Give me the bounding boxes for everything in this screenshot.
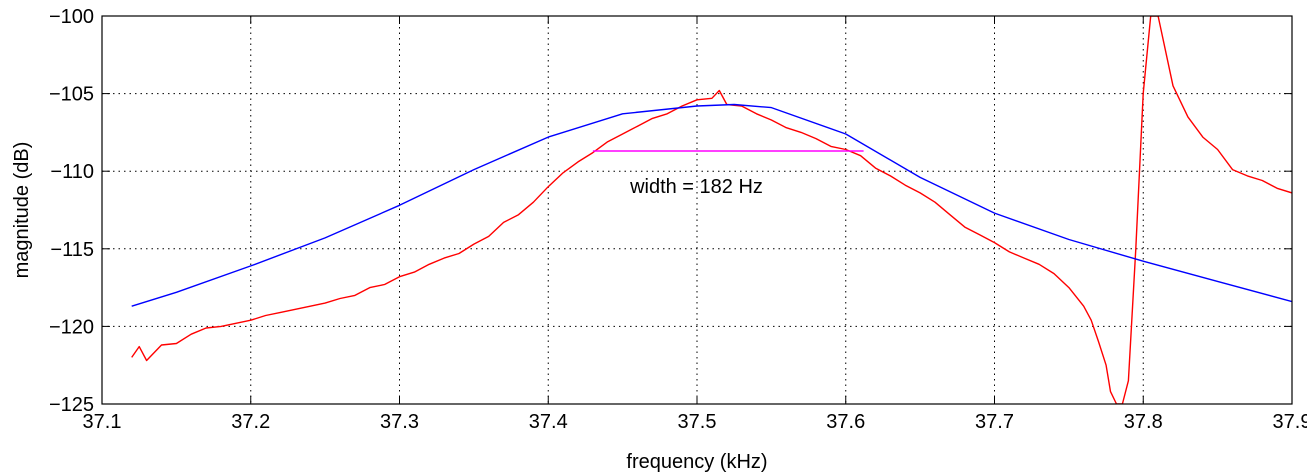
axis-ticks: 37.1 37.2 37.3 37.4 37.5 37.6 37.7 37.8 37.9 −125…	[49, 6, 1307, 433]
x-tick-label: 37.3	[380, 411, 419, 433]
x-tick-label: 37.9	[1273, 411, 1307, 433]
y-tick-label: −125	[49, 394, 94, 416]
x-axis-label: frequency (kHz)	[626, 451, 767, 473]
x-tick-label: 37.5	[678, 411, 717, 433]
y-tick-label: −120	[49, 316, 94, 338]
x-tick-label: 37.7	[975, 411, 1014, 433]
plot-frame	[101, 15, 1293, 405]
y-tick-label: −100	[49, 6, 94, 28]
x-tick-label: 37.2	[231, 411, 270, 433]
plot-series	[131, 16, 1292, 404]
y-axis-label: magnitude (dB)	[11, 142, 33, 279]
annotations: width = 182 Hz	[629, 176, 763, 198]
x-tick-label: 37.1	[83, 411, 122, 433]
width-annotation: width = 182 Hz	[629, 176, 763, 198]
grid	[102, 16, 1292, 404]
y-tick-label: −105	[49, 84, 94, 106]
x-tick-label: 37.8	[1124, 411, 1163, 433]
measured-response-line	[131, 16, 1292, 404]
y-tick-label: −115	[50, 239, 94, 261]
x-tick-label: 37.4	[529, 411, 568, 433]
y-tick-label: −110	[50, 161, 94, 183]
x-tick-label: 37.6	[826, 411, 865, 433]
fitted-curve-line	[131, 103, 1292, 307]
